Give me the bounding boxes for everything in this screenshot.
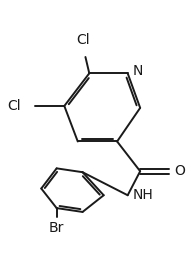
Text: NH: NH [132, 188, 153, 202]
Text: Br: Br [49, 221, 64, 235]
Text: Cl: Cl [77, 33, 90, 47]
Text: Cl: Cl [7, 99, 21, 113]
Text: N: N [132, 64, 143, 78]
Text: O: O [174, 164, 185, 178]
